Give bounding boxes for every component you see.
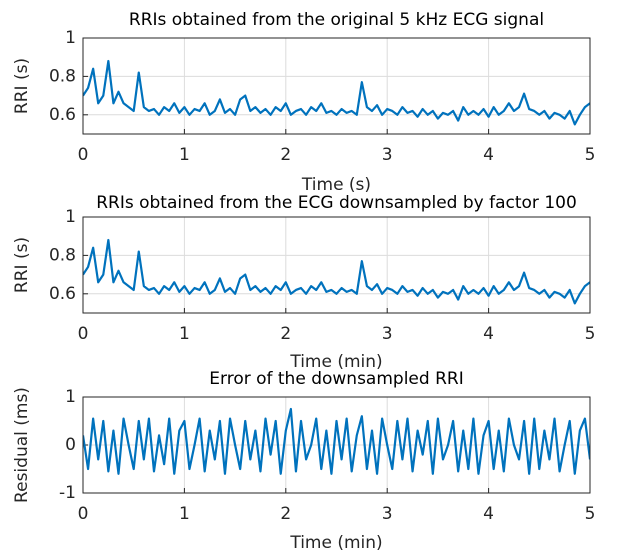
plot-area <box>83 407 590 475</box>
x-tick-label: 2 <box>280 504 291 524</box>
x-tick-label: 4 <box>483 504 494 524</box>
y-tick-label: 0 <box>65 435 76 455</box>
x-tick-label: 5 <box>585 324 596 344</box>
x-tick-label: 5 <box>585 145 596 165</box>
x-tick-label: 1 <box>179 324 190 344</box>
x-axis-label: Time (s) <box>301 175 371 195</box>
y-axis-label: RRI (s) <box>12 237 32 293</box>
x-axis-label: Time (min) <box>289 352 382 372</box>
x-tick-label: 3 <box>382 145 393 165</box>
plot-area <box>83 238 590 305</box>
axes-box <box>82 216 591 314</box>
y-tick-label: -1 <box>59 483 76 503</box>
x-tick-label: 2 <box>280 324 291 344</box>
axes-box <box>82 37 591 135</box>
x-tick-label: 0 <box>78 145 89 165</box>
y-axis-label: Residual (ms) <box>12 387 32 503</box>
x-tick-label: 2 <box>280 145 291 165</box>
y-tick-label: 0.8 <box>49 66 76 86</box>
y-axis-label: RRI (s) <box>12 58 32 114</box>
data-line <box>83 407 590 475</box>
y-tick-label: 1 <box>65 387 76 407</box>
x-axis-label: Time (min) <box>289 533 382 553</box>
x-tick-label: 0 <box>78 324 89 344</box>
subplot-title: RRIs obtained from the original 5 kHz EC… <box>129 10 544 30</box>
x-tick-label: 0 <box>78 504 89 524</box>
y-tick-label: 1 <box>65 28 76 48</box>
y-tick-label: 0.6 <box>49 105 76 125</box>
x-tick-label: 5 <box>585 504 596 524</box>
axes-box <box>82 396 591 494</box>
subplot-title: RRIs obtained from the ECG downsampled b… <box>96 193 577 213</box>
x-tick-label: 4 <box>483 145 494 165</box>
data-line <box>83 59 590 126</box>
y-tick-label: 0.6 <box>49 284 76 304</box>
plot-area <box>83 59 590 126</box>
x-tick-label: 4 <box>483 324 494 344</box>
subplot-title: Error of the downsampled RRI <box>209 369 463 389</box>
data-line <box>83 238 590 305</box>
x-tick-label: 1 <box>179 504 190 524</box>
x-tick-label: 3 <box>382 324 393 344</box>
x-tick-label: 3 <box>382 504 393 524</box>
y-tick-label: 1 <box>65 207 76 227</box>
x-tick-label: 1 <box>179 145 190 165</box>
y-tick-label: 0.8 <box>49 245 76 265</box>
